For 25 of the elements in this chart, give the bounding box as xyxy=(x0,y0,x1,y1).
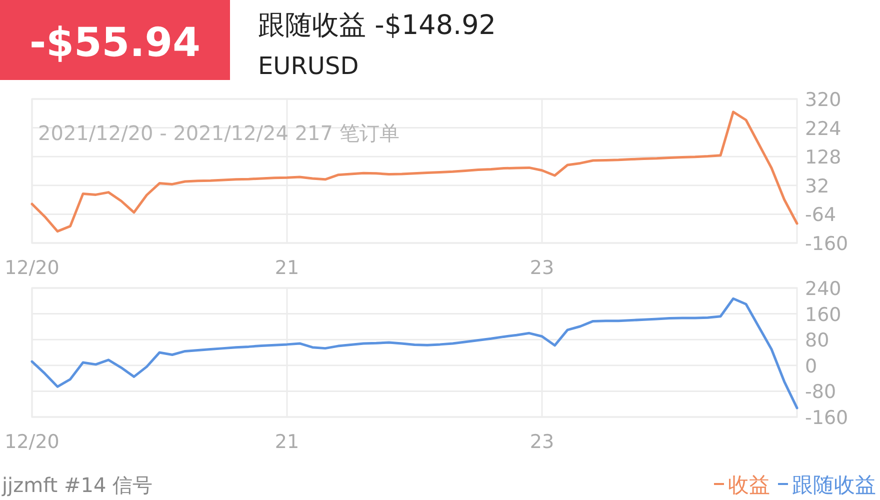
x-tick-label: 21 xyxy=(274,257,300,279)
x-tick-label: 21 xyxy=(274,431,300,453)
legend-label: 收益 xyxy=(728,473,770,497)
y-tick-label: -80 xyxy=(805,381,836,404)
subtitle: EURUSD xyxy=(258,52,359,80)
y-tick-label: 320 xyxy=(805,89,842,111)
x-tick-label: 23 xyxy=(530,431,554,453)
x-tick-label: 12/20 xyxy=(4,431,60,453)
y-tick-label: -160 xyxy=(805,233,848,255)
x-tick-label: 23 xyxy=(530,257,554,279)
annotation: 2021/12/20 - 2021/12/24 217 笔订单 xyxy=(38,121,400,145)
y-tick-label: -160 xyxy=(805,407,848,429)
annotation: jjzmft #14 信号 xyxy=(2,473,153,497)
y-tick-label: 128 xyxy=(805,146,842,169)
y-tick-label: 160 xyxy=(805,304,842,326)
title: 跟随收益 -$148.92 xyxy=(258,10,496,41)
x-tick-label: 12/20 xyxy=(4,257,60,279)
y-tick-label: 240 xyxy=(805,278,842,300)
annotation: -$55.94 xyxy=(30,20,200,66)
legend-label: 跟随收益 xyxy=(792,473,876,497)
y-tick-label: -64 xyxy=(805,204,836,226)
y-tick-label: 32 xyxy=(805,175,830,198)
y-tick-label: 224 xyxy=(805,118,842,140)
y-tick-label: 80 xyxy=(805,330,830,352)
y-tick-label: 0 xyxy=(805,355,818,378)
